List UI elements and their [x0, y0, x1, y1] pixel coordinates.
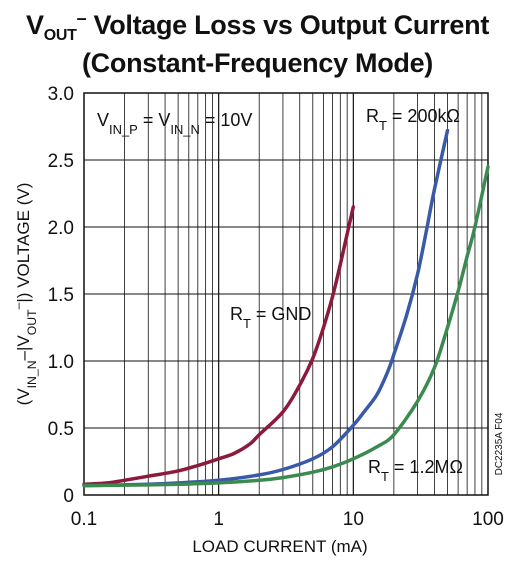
title-v-subscript: OUT: [43, 27, 77, 44]
series-layer: [82, 128, 490, 488]
series-line-3: [82, 164, 490, 488]
title-v: V: [25, 10, 44, 40]
figure-id: DC2235A F04: [494, 412, 505, 475]
y-tick-label: 2.0: [48, 218, 74, 239]
x-tick-label: 0.1: [71, 509, 97, 530]
title-rest: Voltage Loss vs Output Current: [86, 10, 490, 40]
plot-frame: [83, 92, 489, 496]
series-line-1: [82, 205, 356, 487]
x-tick-label: 10: [343, 509, 364, 530]
y-tick-label: 1.5: [48, 285, 74, 306]
condition-label: VIN_P = VIN_N = 10V: [97, 110, 252, 137]
chart-title-line2: (Constant-Frequency Mode): [81, 48, 433, 78]
y-axis-label: (VIN_N–|VOUT–|) VOLTAGE (V): [11, 183, 39, 406]
y-tick-label: 2.5: [48, 151, 74, 172]
x-axis-label: LOAD CURRENT (mA): [192, 537, 367, 556]
y-tick-label: 0.5: [48, 419, 74, 440]
x-tick-label: 1: [213, 509, 224, 530]
y-tick-label: 0: [63, 486, 74, 507]
series-label-3: RT = 1.2MΩ: [368, 457, 463, 484]
chart-title-line1: VOUT– Voltage Loss vs Output Current: [0, 8, 515, 44]
grid: [84, 93, 488, 495]
tick-labels: 0.1 1 10 100 0 0.5 1.0 1.5 2.0 2.5 3.0: [48, 84, 504, 530]
title-v-superscript: –: [76, 8, 87, 28]
series-line-2: [82, 128, 450, 488]
series-label-1: RT = GND: [230, 304, 311, 331]
y-tick-label: 3.0: [48, 84, 74, 105]
x-tick-label: 100: [472, 509, 504, 530]
y-tick-label: 1.0: [48, 352, 74, 373]
annotations: LOAD CURRENT (mA) (VIN_N–|VOUT–|) VOLTAGE…: [11, 106, 505, 556]
series-label-2: RT = 200kΩ: [366, 106, 460, 133]
